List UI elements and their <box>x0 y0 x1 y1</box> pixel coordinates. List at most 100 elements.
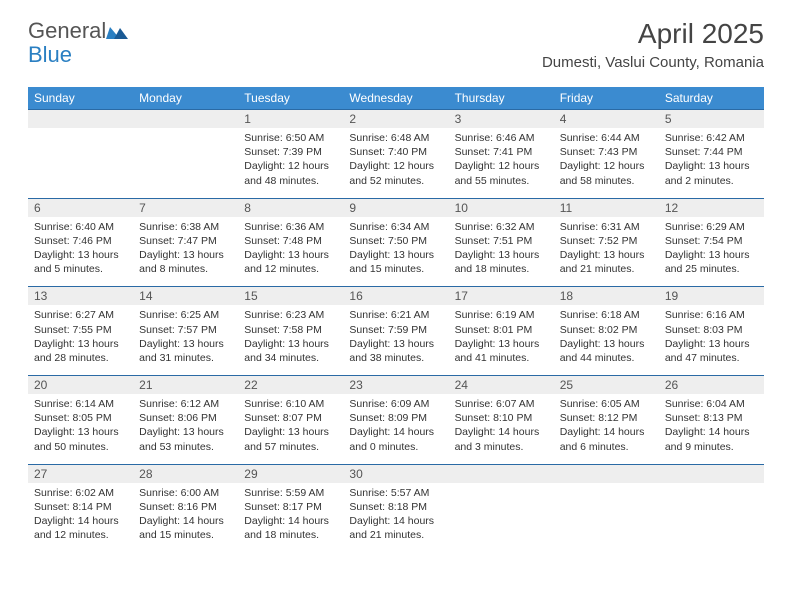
sunset-text: Sunset: 8:14 PM <box>34 500 127 514</box>
sunset-text: Sunset: 8:10 PM <box>455 411 548 425</box>
sunrise-text: Sunrise: 6:04 AM <box>665 397 758 411</box>
calendar-table: Sunday Monday Tuesday Wednesday Thursday… <box>28 87 764 552</box>
page-header: General April 2025 Dumesti, Vaslui Count… <box>0 0 792 79</box>
daylight-text: Daylight: 14 hours and 15 minutes. <box>139 514 232 542</box>
day-number-cell: 19 <box>659 287 764 306</box>
day-number-row: 6789101112 <box>28 198 764 217</box>
day-detail-cell: Sunrise: 6:42 AMSunset: 7:44 PMDaylight:… <box>659 128 764 198</box>
day-detail-row: Sunrise: 6:02 AMSunset: 8:14 PMDaylight:… <box>28 483 764 553</box>
day-number-cell: 10 <box>449 198 554 217</box>
day-detail-cell <box>659 483 764 553</box>
day-number-cell: 29 <box>238 464 343 483</box>
sunset-text: Sunset: 8:18 PM <box>349 500 442 514</box>
brand-part2-wrap: Blue <box>28 42 72 68</box>
day-detail-cell: Sunrise: 6:34 AMSunset: 7:50 PMDaylight:… <box>343 217 448 287</box>
day-detail-cell: Sunrise: 6:16 AMSunset: 8:03 PMDaylight:… <box>659 305 764 375</box>
sunset-text: Sunset: 8:07 PM <box>244 411 337 425</box>
day-header: Sunday <box>28 87 133 110</box>
sunrise-text: Sunrise: 6:36 AM <box>244 220 337 234</box>
sunrise-text: Sunrise: 6:50 AM <box>244 131 337 145</box>
sunset-text: Sunset: 7:54 PM <box>665 234 758 248</box>
day-number-cell <box>554 464 659 483</box>
sunrise-text: Sunrise: 6:48 AM <box>349 131 442 145</box>
day-number-cell: 16 <box>343 287 448 306</box>
sunset-text: Sunset: 7:57 PM <box>139 323 232 337</box>
daylight-text: Daylight: 14 hours and 21 minutes. <box>349 514 442 542</box>
sunset-text: Sunset: 7:51 PM <box>455 234 548 248</box>
sunset-text: Sunset: 8:01 PM <box>455 323 548 337</box>
day-detail-cell: Sunrise: 6:44 AMSunset: 7:43 PMDaylight:… <box>554 128 659 198</box>
sunrise-text: Sunrise: 6:16 AM <box>665 308 758 322</box>
day-detail-row: Sunrise: 6:50 AMSunset: 7:39 PMDaylight:… <box>28 128 764 198</box>
day-detail-cell: Sunrise: 6:18 AMSunset: 8:02 PMDaylight:… <box>554 305 659 375</box>
day-detail-cell <box>554 483 659 553</box>
day-number-cell: 5 <box>659 110 764 129</box>
brand-part2: Blue <box>28 42 72 67</box>
day-detail-cell: Sunrise: 6:12 AMSunset: 8:06 PMDaylight:… <box>133 394 238 464</box>
daylight-text: Daylight: 13 hours and 8 minutes. <box>139 248 232 276</box>
day-header-row: Sunday Monday Tuesday Wednesday Thursday… <box>28 87 764 110</box>
sunrise-text: Sunrise: 5:57 AM <box>349 486 442 500</box>
day-detail-cell: Sunrise: 6:14 AMSunset: 8:05 PMDaylight:… <box>28 394 133 464</box>
day-number-cell: 3 <box>449 110 554 129</box>
daylight-text: Daylight: 12 hours and 58 minutes. <box>560 159 653 187</box>
day-number-cell: 15 <box>238 287 343 306</box>
day-detail-row: Sunrise: 6:40 AMSunset: 7:46 PMDaylight:… <box>28 217 764 287</box>
sunset-text: Sunset: 7:40 PM <box>349 145 442 159</box>
daylight-text: Daylight: 13 hours and 5 minutes. <box>34 248 127 276</box>
sunrise-text: Sunrise: 6:10 AM <box>244 397 337 411</box>
daylight-text: Daylight: 13 hours and 50 minutes. <box>34 425 127 453</box>
day-number-cell: 22 <box>238 376 343 395</box>
day-number-cell: 13 <box>28 287 133 306</box>
sunrise-text: Sunrise: 6:00 AM <box>139 486 232 500</box>
day-number-cell: 14 <box>133 287 238 306</box>
daylight-text: Daylight: 13 hours and 53 minutes. <box>139 425 232 453</box>
day-number-cell: 21 <box>133 376 238 395</box>
daylight-text: Daylight: 13 hours and 2 minutes. <box>665 159 758 187</box>
sunrise-text: Sunrise: 6:21 AM <box>349 308 442 322</box>
sunrise-text: Sunrise: 6:38 AM <box>139 220 232 234</box>
day-number-cell: 24 <box>449 376 554 395</box>
sunset-text: Sunset: 7:46 PM <box>34 234 127 248</box>
day-number-cell: 8 <box>238 198 343 217</box>
sunrise-text: Sunrise: 6:40 AM <box>34 220 127 234</box>
sunset-text: Sunset: 8:13 PM <box>665 411 758 425</box>
day-number-cell <box>28 110 133 129</box>
day-number-cell: 20 <box>28 376 133 395</box>
day-number-cell: 7 <box>133 198 238 217</box>
day-detail-cell: Sunrise: 6:36 AMSunset: 7:48 PMDaylight:… <box>238 217 343 287</box>
sunrise-text: Sunrise: 6:25 AM <box>139 308 232 322</box>
day-detail-cell: Sunrise: 6:29 AMSunset: 7:54 PMDaylight:… <box>659 217 764 287</box>
day-header: Saturday <box>659 87 764 110</box>
day-number-cell: 12 <box>659 198 764 217</box>
day-detail-cell: Sunrise: 6:04 AMSunset: 8:13 PMDaylight:… <box>659 394 764 464</box>
daylight-text: Daylight: 13 hours and 25 minutes. <box>665 248 758 276</box>
sunset-text: Sunset: 8:12 PM <box>560 411 653 425</box>
title-block: April 2025 Dumesti, Vaslui County, Roman… <box>542 18 764 71</box>
day-detail-cell: Sunrise: 6:25 AMSunset: 7:57 PMDaylight:… <box>133 305 238 375</box>
sunrise-text: Sunrise: 6:31 AM <box>560 220 653 234</box>
daylight-text: Daylight: 12 hours and 52 minutes. <box>349 159 442 187</box>
daylight-text: Daylight: 13 hours and 15 minutes. <box>349 248 442 276</box>
daylight-text: Daylight: 13 hours and 31 minutes. <box>139 337 232 365</box>
day-detail-cell <box>133 128 238 198</box>
day-header: Tuesday <box>238 87 343 110</box>
sunrise-text: Sunrise: 6:32 AM <box>455 220 548 234</box>
day-detail-cell: Sunrise: 6:38 AMSunset: 7:47 PMDaylight:… <box>133 217 238 287</box>
brand-logo: General <box>28 18 130 44</box>
brand-part1: General <box>28 18 106 44</box>
sunset-text: Sunset: 8:09 PM <box>349 411 442 425</box>
sunset-text: Sunset: 7:43 PM <box>560 145 653 159</box>
day-detail-cell: Sunrise: 6:19 AMSunset: 8:01 PMDaylight:… <box>449 305 554 375</box>
day-number-cell: 11 <box>554 198 659 217</box>
day-number-row: 20212223242526 <box>28 376 764 395</box>
daylight-text: Daylight: 12 hours and 55 minutes. <box>455 159 548 187</box>
day-number-cell: 17 <box>449 287 554 306</box>
day-number-cell: 28 <box>133 464 238 483</box>
month-title: April 2025 <box>542 18 764 50</box>
location-subtitle: Dumesti, Vaslui County, Romania <box>542 54 764 71</box>
day-detail-cell <box>449 483 554 553</box>
day-detail-row: Sunrise: 6:27 AMSunset: 7:55 PMDaylight:… <box>28 305 764 375</box>
day-detail-cell: Sunrise: 6:40 AMSunset: 7:46 PMDaylight:… <box>28 217 133 287</box>
day-number-cell: 27 <box>28 464 133 483</box>
